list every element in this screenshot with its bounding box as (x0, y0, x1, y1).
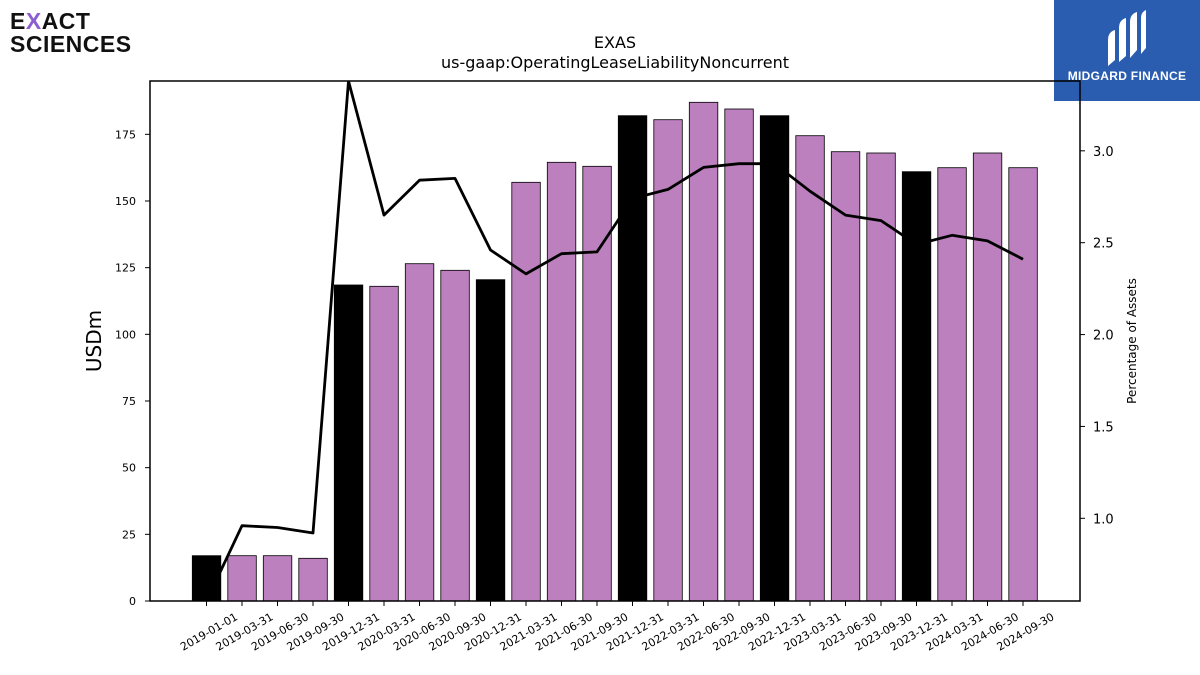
brand-logo: MIDGARD FINANCE (1054, 0, 1200, 101)
bar (333, 284, 364, 602)
y-tick-label: 150 (115, 195, 136, 208)
company-logo: EXACT SCIENCES (10, 10, 132, 56)
bar (795, 135, 825, 602)
y-tick-label: 0 (129, 595, 136, 608)
y2-tick-label: 1.0 (1093, 512, 1114, 527)
bars-group (191, 101, 1038, 602)
y2-tick-label: 3.0 (1093, 145, 1114, 160)
bar (972, 152, 1003, 602)
y-tick-label: 50 (122, 462, 136, 475)
company-logo-line1: EXACT (10, 8, 91, 34)
line-group (205, 81, 1024, 601)
bar (475, 279, 506, 602)
bar (298, 557, 328, 602)
chart-subtitle: us-gaap:OperatingLeaseLiabilityNoncurren… (441, 53, 789, 72)
chart-title: EXAS (594, 33, 636, 52)
bar (901, 171, 932, 602)
plot-frame (149, 80, 1081, 602)
y-tick-label: 25 (122, 528, 136, 541)
percentage-line (205, 81, 1024, 601)
y2-tick-label: 1.5 (1093, 420, 1114, 435)
bar (369, 285, 399, 602)
bar (511, 181, 541, 602)
y2-tick-label: 2.0 (1093, 329, 1114, 344)
bar (830, 151, 861, 602)
y-tick-label: 100 (115, 328, 136, 341)
bar (653, 119, 683, 602)
bar (262, 555, 293, 602)
y-axis-label: USDm (82, 310, 106, 372)
bar (724, 108, 754, 602)
y-tick-label: 75 (122, 395, 136, 408)
bar (546, 161, 577, 602)
y2-axis-label: Percentage of Assets (1125, 278, 1139, 404)
bar (404, 263, 435, 602)
brand-name: MIDGARD FINANCE (1067, 69, 1187, 83)
bar (688, 101, 719, 602)
bar (440, 269, 470, 602)
bar (937, 167, 967, 602)
midgard-logo-icon (1108, 10, 1146, 66)
bar (227, 555, 257, 602)
bar (582, 165, 612, 602)
bar (617, 115, 648, 602)
y-tick-label: 175 (115, 128, 136, 141)
y2-tick-label: 2.5 (1093, 237, 1114, 252)
bar (759, 115, 790, 602)
company-logo-line2: SCIENCES (10, 31, 132, 57)
bar (1008, 167, 1038, 602)
y-tick-label: 125 (115, 262, 136, 275)
